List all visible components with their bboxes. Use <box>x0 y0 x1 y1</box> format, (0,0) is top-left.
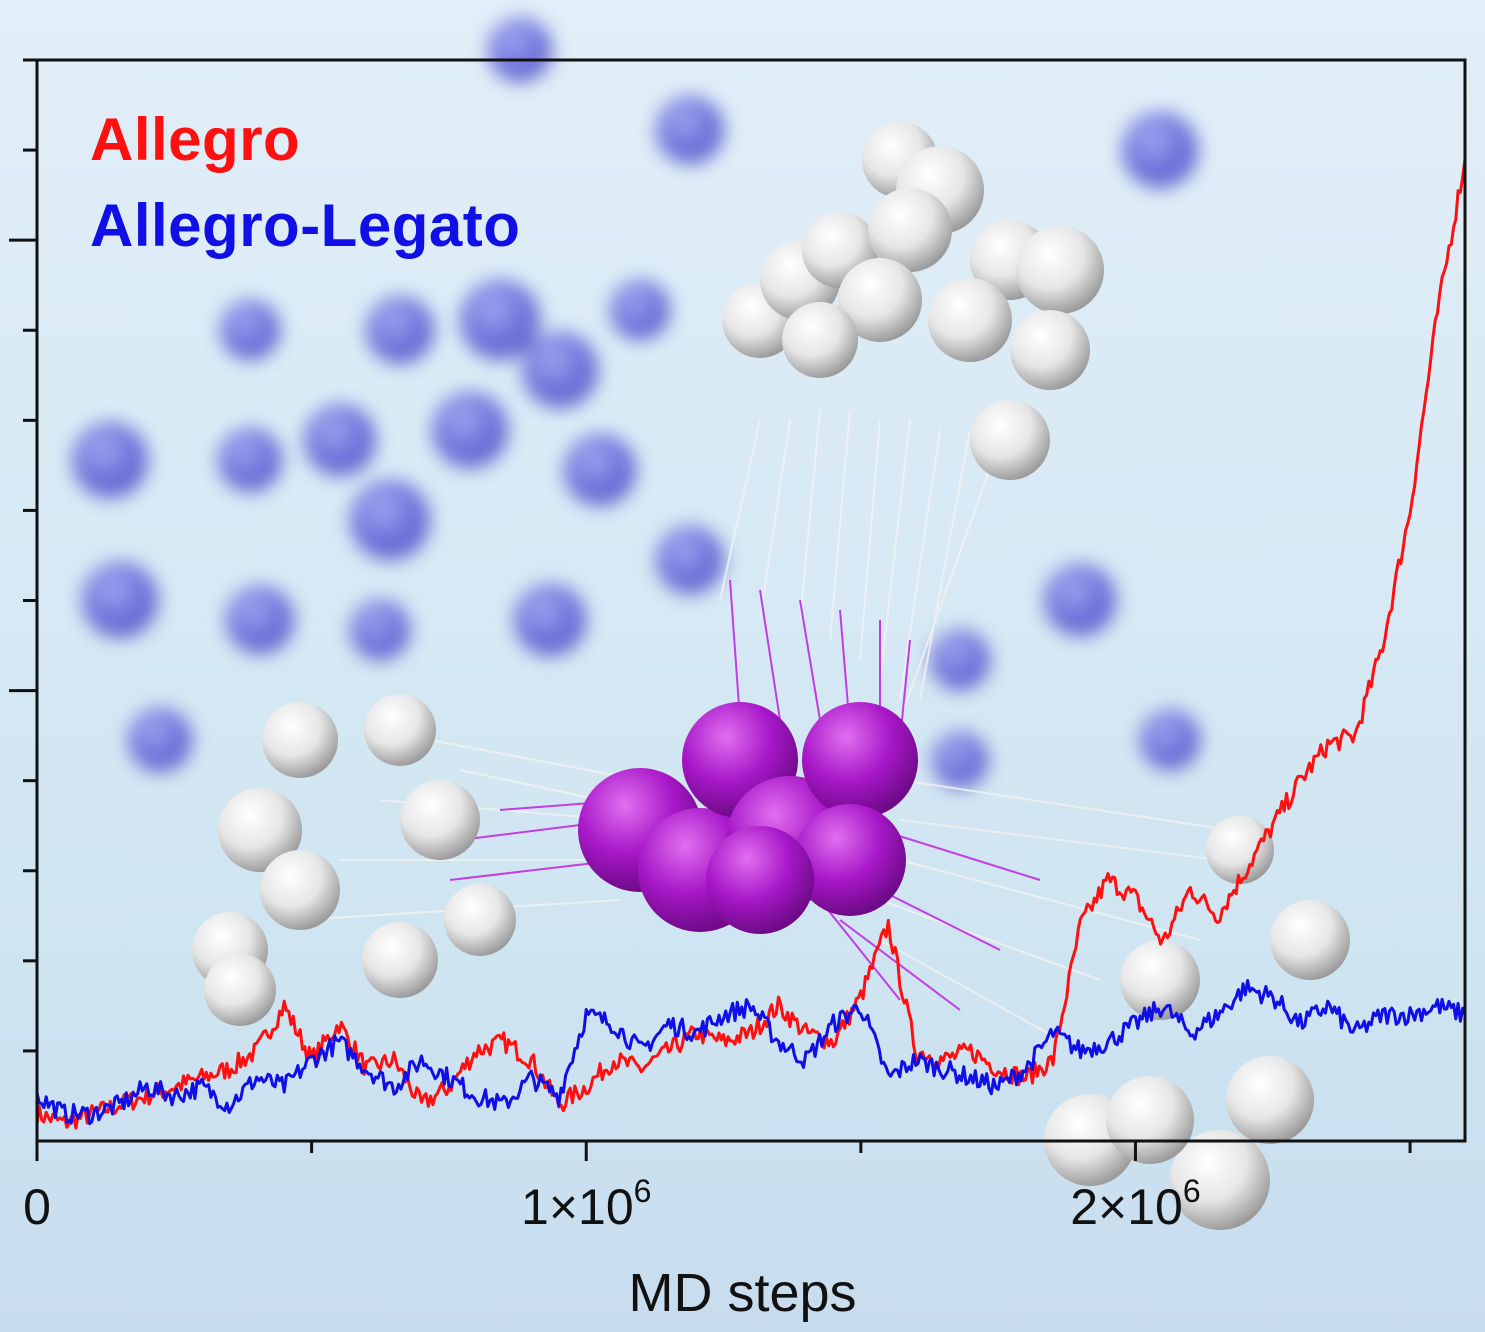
x-axis-label: MD steps <box>628 1263 857 1323</box>
series-line-allegro <box>35 158 1467 1130</box>
x-tick-label: 2×106 <box>1070 1173 1201 1235</box>
legend-allegro-legato: Allegro-Legato <box>90 192 521 259</box>
tick-layer <box>9 58 1412 1161</box>
x-tick-label: 1×106 <box>521 1173 652 1235</box>
series-layer <box>35 158 1467 1130</box>
x-tick-label: 0 <box>23 1179 51 1235</box>
legend-allegro: Allegro <box>90 106 301 173</box>
series-line-allegro-legato <box>35 979 1467 1126</box>
